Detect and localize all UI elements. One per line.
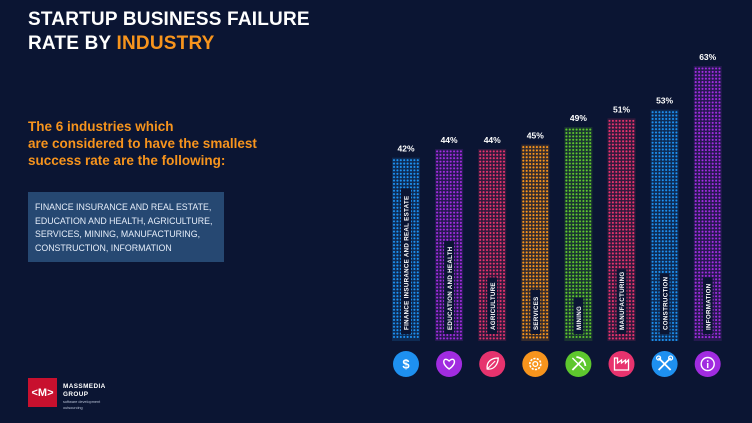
company-logo: <M> MASSMEDIA GROUP software development… (28, 378, 106, 410)
category-label: CONSTRUCTION (659, 273, 670, 334)
value-label: 42% (397, 144, 414, 154)
tools-icon (651, 351, 678, 377)
title-line-1: STARTUP BUSINESS FAILURE (28, 9, 310, 30)
logo-name-line-2: GROUP (63, 391, 89, 398)
industry-list-line: FINANCE INSURANCE AND REAL ESTATE, (35, 202, 212, 212)
value-label: 44% (484, 135, 501, 145)
value-label: 63% (699, 52, 716, 62)
value-label: 45% (527, 131, 544, 141)
industry-list-line: EDUCATION AND HEALTH, AGRICULTURE, (35, 215, 213, 226)
leaf-icon (479, 351, 506, 377)
category-label-text: AGRICULTURE (490, 282, 497, 330)
factory-icon (608, 351, 635, 377)
subtitle-line-3: success rate are the following: (28, 153, 226, 168)
logo-tagline-line-1: software development (63, 400, 101, 404)
category-label: FINANCE INSURANCE AND REAL ESTATE (401, 188, 411, 334)
logo-text: MASSMEDIA GROUP software development out… (63, 383, 106, 410)
industry-list-box: FINANCE INSURANCE AND REAL ESTATE, EDUCA… (28, 192, 224, 262)
svg-text:$: $ (402, 357, 410, 372)
industry-list-line: CONSTRUCTION, INFORMATION (35, 242, 172, 253)
logo-name-line-1: MASSMEDIA (63, 383, 106, 390)
category-label: SERVICES (530, 289, 541, 334)
value-label: 44% (441, 135, 458, 145)
category-label-text: MINING (576, 306, 583, 330)
value-label: 49% (570, 113, 587, 123)
value-label: 51% (613, 104, 630, 114)
chart-title: STARTUP BUSINESS FAILURE RATE BY INDUSTR… (28, 8, 310, 56)
category-label: MANUFACTURING (616, 269, 627, 334)
logo-tagline-line-2: outsourcing (63, 405, 83, 410)
logo-mark: <M> (28, 378, 57, 407)
subtitle-line-2: are considered to have the smallest (28, 136, 257, 151)
heart-icon (436, 351, 463, 377)
value-label: 53% (656, 96, 673, 106)
title-line-2-accent: INDUSTRY (116, 33, 215, 54)
category-label-text: INFORMATION (705, 283, 712, 330)
category-label-text: EDUCATION AND HEALTH (447, 246, 454, 330)
pickaxe-icon (565, 351, 592, 377)
category-label-text: FINANCE INSURANCE AND REAL ESTATE (404, 196, 411, 330)
dollar-icon: $ (393, 351, 419, 377)
subtitle: The 6 industries which are considered to… (28, 118, 328, 169)
category-label: EDUCATION AND HEALTH (444, 241, 455, 334)
title-line-2-prefix: RATE BY (28, 33, 112, 54)
industry-list-line: SERVICES, MINING, MANUFACTURING, (35, 229, 201, 239)
subtitle-line-1: The 6 industries which (28, 119, 174, 134)
category-label: INFORMATION (702, 277, 713, 334)
info-icon (694, 351, 721, 377)
category-label: AGRICULTURE (487, 277, 498, 334)
category-label-text: CONSTRUCTION (662, 276, 669, 330)
category-label-text: MANUFACTURING (619, 271, 626, 330)
category-label-text: SERVICES (533, 296, 540, 330)
gear-icon (522, 351, 549, 377)
category-label: MINING (573, 297, 584, 334)
bar-construction (650, 109, 679, 342)
